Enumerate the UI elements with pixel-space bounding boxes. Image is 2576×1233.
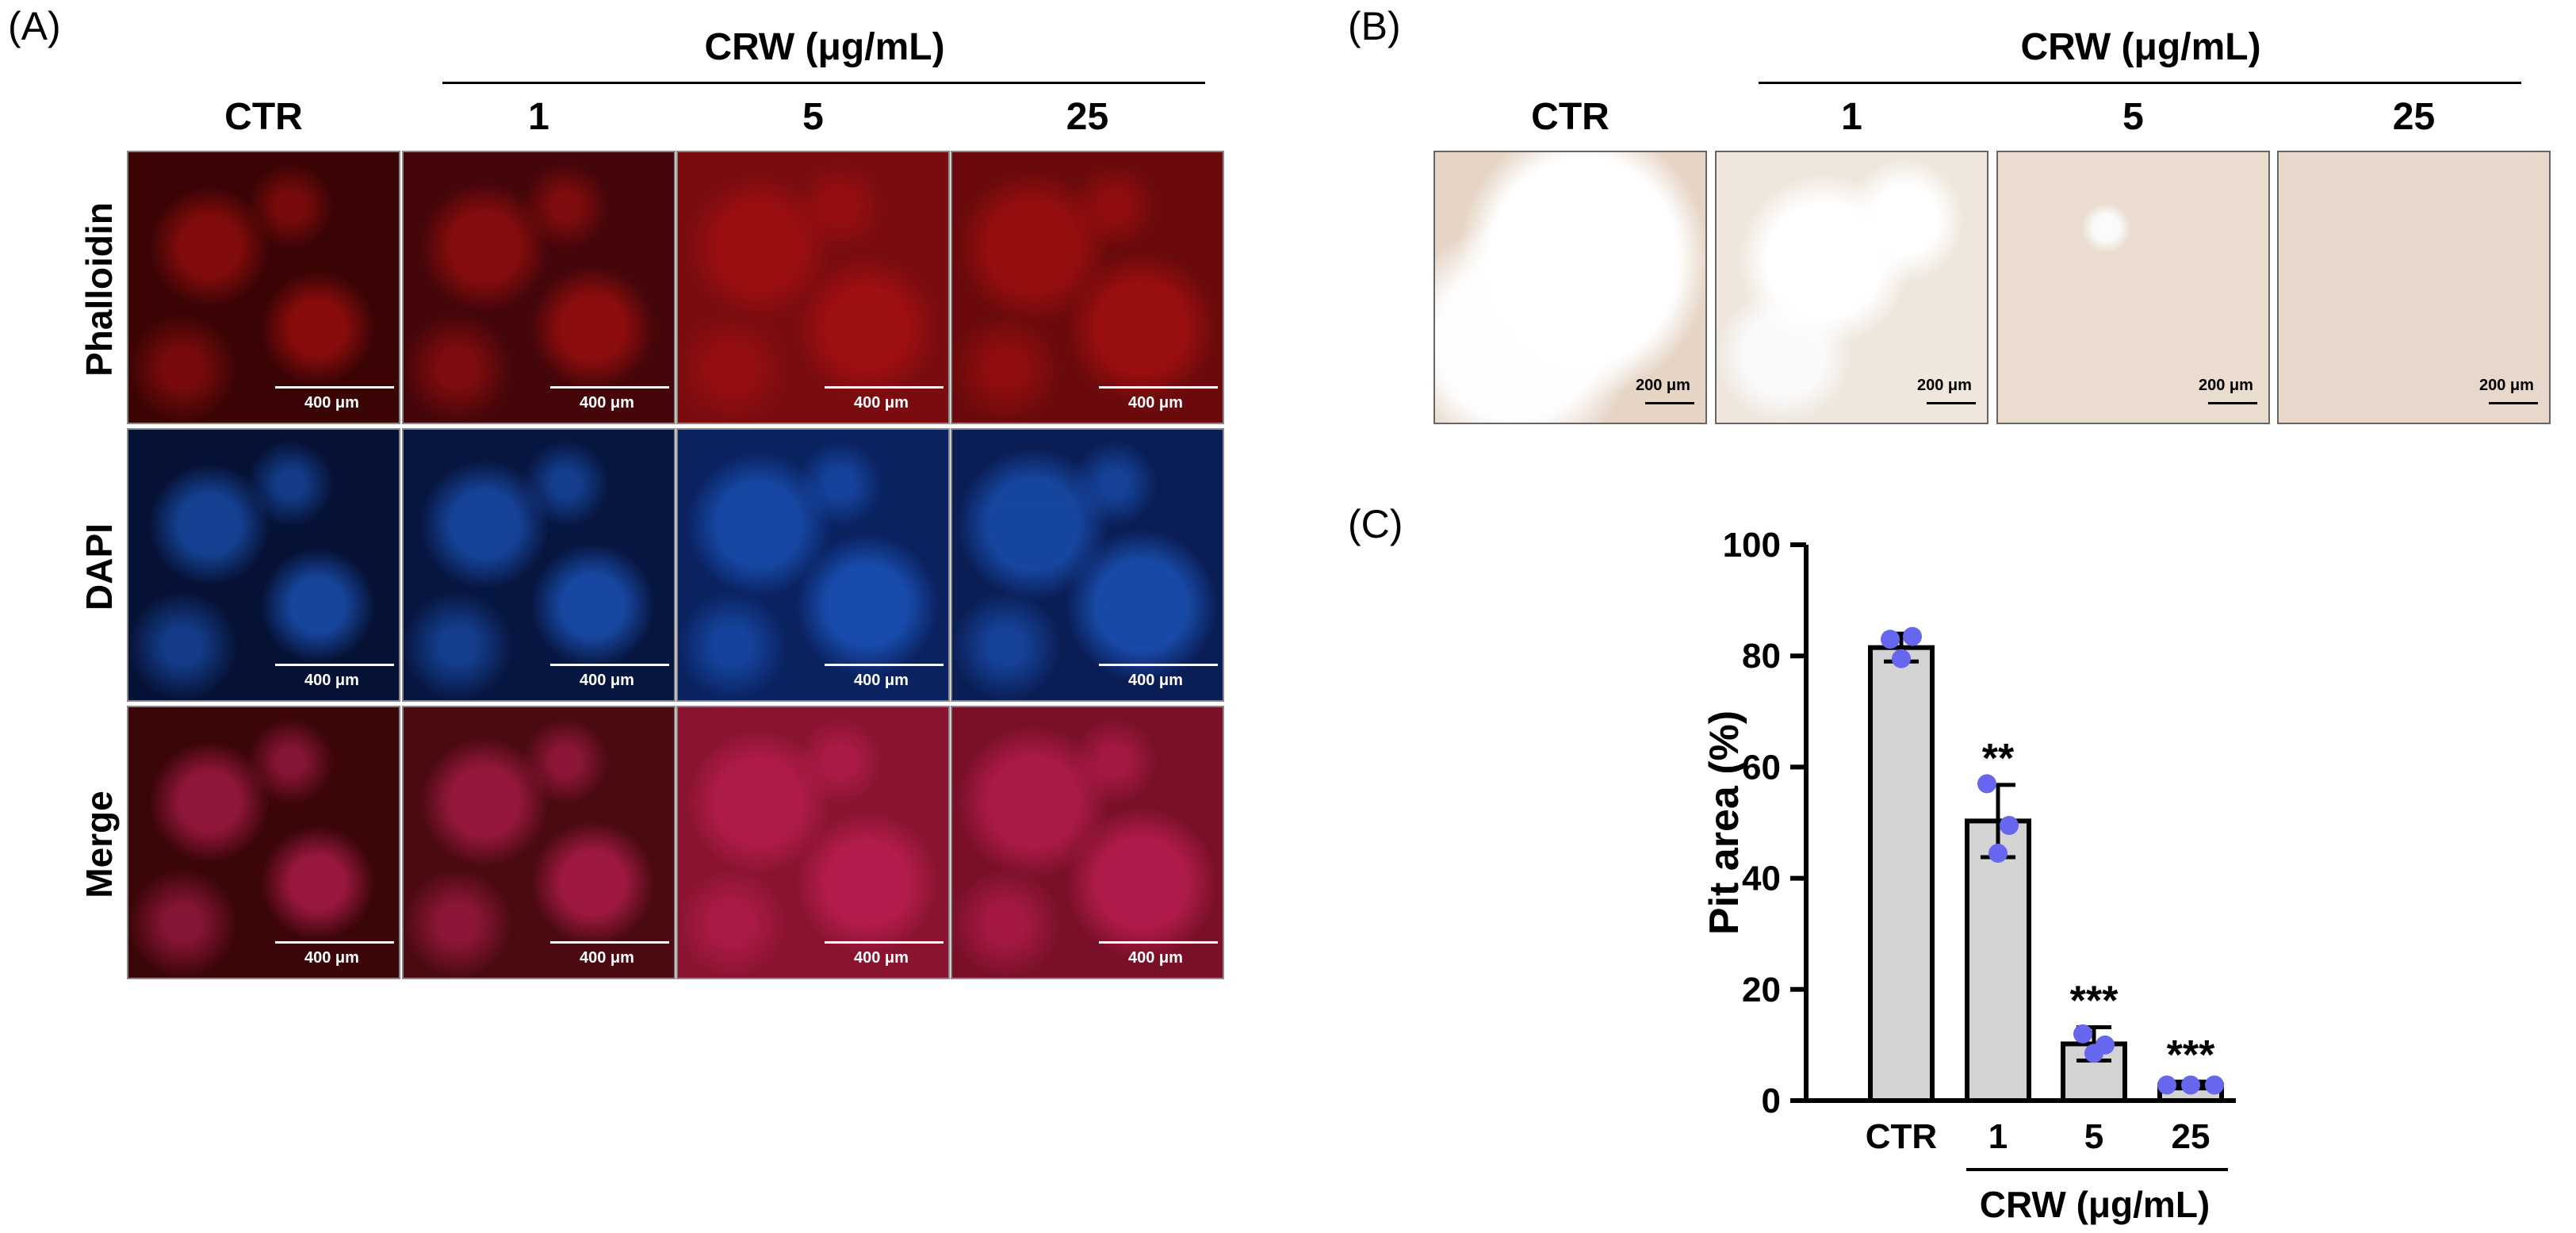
panel-a-group-line xyxy=(442,82,1205,84)
y-tick-label: 40 xyxy=(1742,860,1781,898)
scale-bar xyxy=(825,664,944,666)
x-tick-label: 5 xyxy=(2084,1117,2103,1156)
data-point xyxy=(1903,626,1922,646)
panel-b-label: (B) xyxy=(1348,4,1401,48)
scale-bar-label: 400 μm xyxy=(1128,949,1183,967)
panel-c-label: (C) xyxy=(1348,502,1403,546)
data-point xyxy=(1881,630,1900,649)
scale-bar-label: 200 μm xyxy=(2479,377,2534,394)
row-label-merge: Merge xyxy=(78,791,120,898)
scale-bar-label: 200 μm xyxy=(2199,377,2253,394)
scale-bar xyxy=(825,941,944,944)
y-axis-label: Pit area (%) xyxy=(1701,710,1747,935)
scale-bar xyxy=(2208,402,2257,404)
y-tick-label: 100 xyxy=(1723,526,1781,565)
merge-image-5: 400 μm xyxy=(676,706,950,979)
phalloidin-image-25: 400 μm xyxy=(951,151,1224,424)
phalloidin-image-5: 400 μm xyxy=(676,151,950,424)
panel-b-group-line xyxy=(1759,82,2521,84)
panel-b-col-ctr: CTR xyxy=(1531,96,1610,138)
panel-b-group-label: CRW (μg/mL) xyxy=(2020,26,2261,68)
y-tick-label: 20 xyxy=(1742,971,1781,1009)
scale-bar xyxy=(2489,402,2538,404)
scale-bar xyxy=(1099,386,1218,389)
data-point xyxy=(2096,1035,2115,1055)
scale-bar-label: 400 μm xyxy=(304,394,359,412)
merge-image-1: 400 μm xyxy=(402,706,676,979)
significance-label: *** xyxy=(2167,1032,2215,1078)
x-tick-label: 1 xyxy=(1988,1117,2008,1156)
scale-bar-label: 400 μm xyxy=(580,672,634,689)
scale-bar xyxy=(275,941,394,944)
panel-b-col-5: 5 xyxy=(2122,96,2144,138)
x-tick-label: 25 xyxy=(2172,1117,2210,1156)
panel-a-col-25: 25 xyxy=(1066,96,1109,138)
scale-bar xyxy=(550,664,669,666)
dapi-image-25: 400 μm xyxy=(951,428,1224,702)
pit-image-5: 200 μm xyxy=(1996,151,2270,424)
panel-a-col-5: 5 xyxy=(802,96,824,138)
panel-a-col-1: 1 xyxy=(528,96,549,138)
y-tick-label: 0 xyxy=(1762,1082,1781,1120)
scale-bar xyxy=(1099,941,1218,944)
bar-CTR xyxy=(1868,645,1935,1103)
merge-image-25: 400 μm xyxy=(951,706,1224,979)
data-point xyxy=(2073,1024,2092,1043)
scale-bar xyxy=(275,386,394,389)
scale-bar xyxy=(550,941,669,944)
significance-label: *** xyxy=(2070,978,2119,1024)
significance-label: ** xyxy=(1982,736,2015,782)
scale-bar-label: 400 μm xyxy=(854,394,909,412)
scale-bar xyxy=(550,386,669,389)
scale-bar-label: 400 μm xyxy=(304,672,359,689)
scale-bar-label: 400 μm xyxy=(580,949,634,967)
scale-bar xyxy=(275,664,394,666)
scale-bar-label: 400 μm xyxy=(854,672,909,689)
pit-image-1: 200 μm xyxy=(1715,151,1988,424)
x-axis-label: CRW (μg/mL) xyxy=(1980,1184,2210,1225)
scale-bar-label: 400 μm xyxy=(304,949,359,967)
scale-bar xyxy=(1645,402,1694,404)
scale-bar xyxy=(825,386,944,389)
scale-bar-label: 400 μm xyxy=(580,394,634,412)
scale-bar-label: 400 μm xyxy=(1128,394,1183,412)
y-tick-label: 80 xyxy=(1742,637,1781,676)
dapi-image-5: 400 μm xyxy=(676,428,950,702)
panel-b-col-25: 25 xyxy=(2392,96,2436,138)
x-tick-label: CTR xyxy=(1866,1117,1937,1156)
data-point xyxy=(1892,649,1911,668)
row-label-phalloidin: Phalloidin xyxy=(78,202,120,377)
data-point xyxy=(1977,774,1996,794)
scale-bar-label: 400 μm xyxy=(854,949,909,967)
scale-bar xyxy=(1099,664,1218,666)
bar-1 xyxy=(1965,818,2031,1103)
dapi-image-ctr: 400 μm xyxy=(127,428,400,702)
pit-image-25: 200 μm xyxy=(2277,151,2551,424)
pit-area-chart: 0 20 40 60 80 100 Pit area (%) CTR ** 1 *** 5 *** 25 C… xyxy=(1701,526,2236,1225)
data-point xyxy=(2000,816,2019,836)
merge-image-ctr: 400 μm xyxy=(127,706,400,979)
phalloidin-image-ctr: 400 μm xyxy=(127,151,400,424)
data-point xyxy=(2181,1075,2200,1095)
scale-bar xyxy=(1927,402,1976,404)
panel-a-col-ctr: CTR xyxy=(224,96,303,138)
panel-a-group-label: CRW (μg/mL) xyxy=(704,26,945,68)
phalloidin-image-1: 400 μm xyxy=(402,151,676,424)
data-point xyxy=(1988,844,2008,863)
panel-b-col-1: 1 xyxy=(1841,96,1862,138)
pit-image-ctr: 200 μm xyxy=(1433,151,1707,424)
row-label-dapi: DAPI xyxy=(78,523,120,611)
scale-bar-label: 200 μm xyxy=(1917,377,1972,394)
panel-a-label: (A) xyxy=(8,4,61,48)
dapi-image-1: 400 μm xyxy=(402,428,676,702)
scale-bar-label: 400 μm xyxy=(1128,672,1183,689)
y-tick-label: 60 xyxy=(1742,748,1781,787)
data-point xyxy=(2157,1075,2176,1095)
scale-bar-label: 200 μm xyxy=(1636,377,1690,394)
data-point xyxy=(2205,1075,2224,1095)
